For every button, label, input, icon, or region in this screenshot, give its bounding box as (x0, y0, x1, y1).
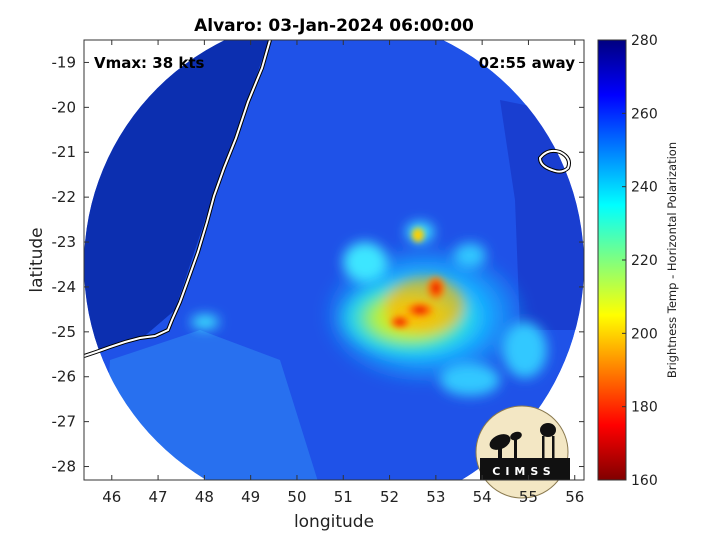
x-tick-label: 48 (195, 488, 214, 506)
colorbar-label: Brightness Temp - Horizontal Polarizatio… (665, 142, 679, 378)
island (538, 149, 570, 173)
y-tick-label: -20 (52, 98, 77, 116)
y-tick-label: -25 (52, 323, 77, 341)
y-tick-label: -24 (52, 278, 77, 296)
colorbar-tick-label: 220 (631, 253, 658, 269)
y-axis: -19 -20 -21 -22 -23 -24 -25 -26 -27 -28 (52, 53, 584, 476)
x-axis: 46 47 48 49 50 51 52 53 54 55 56 (102, 40, 584, 506)
vmax-annotation: Vmax: 38 kts (94, 54, 204, 72)
x-tick-label: 49 (241, 488, 260, 506)
chart-title: Alvaro: 03-Jan-2024 06:00:00 (194, 16, 474, 36)
colorbar-tick-label: 260 (631, 106, 658, 122)
cimss-logo-text: CIMSS (492, 465, 555, 478)
colorbar-axis: 160 180 200 220 240 260 280 (622, 33, 658, 489)
x-tick-label: 56 (565, 488, 584, 506)
colorbar-tick-label: 180 (631, 400, 658, 416)
y-tick-label: -19 (52, 53, 77, 71)
x-tick-label: 54 (473, 488, 492, 506)
y-tick-label: -26 (52, 368, 77, 386)
colorbar (597, 39, 627, 481)
axes-frame (83, 39, 585, 481)
x-tick-label: 52 (380, 488, 399, 506)
y-tick-label: -22 (52, 188, 77, 206)
x-tick-label: 51 (334, 488, 353, 506)
x-tick-label: 47 (149, 488, 168, 506)
y-axis-label: latitude (27, 227, 47, 292)
time-offset-annotation: 02:55 away (479, 54, 576, 72)
x-tick-label: 50 (287, 488, 306, 506)
colorbar-tick-label: 240 (631, 180, 658, 196)
colorbar-tick-label: 280 (631, 33, 658, 49)
y-tick-label: -27 (52, 413, 77, 431)
x-axis-label: longitude (294, 512, 374, 532)
x-tick-label: 46 (102, 488, 121, 506)
colorbar-tick-label: 160 (631, 473, 658, 489)
x-tick-label: 53 (426, 488, 445, 506)
x-tick-label: 55 (519, 488, 538, 506)
y-tick-label: -21 (52, 143, 77, 161)
y-tick-label: -23 (52, 233, 77, 251)
colorbar-tick-label: 200 (631, 326, 658, 342)
coastline (84, 40, 271, 357)
y-tick-label: -28 (52, 458, 77, 476)
cimss-logo: CIMSS (475, 405, 570, 499)
